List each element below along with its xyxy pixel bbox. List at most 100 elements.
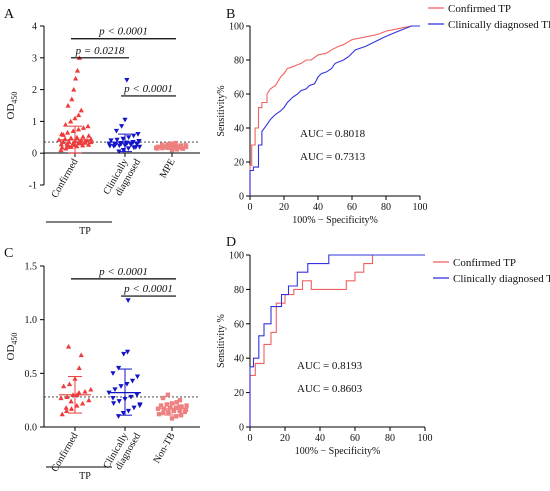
data-point — [66, 139, 72, 144]
data-point — [134, 392, 140, 398]
data-point — [82, 388, 88, 394]
data-point — [110, 395, 116, 401]
auc-label: AUC = 0.7313 — [300, 151, 366, 163]
panel-letter: D — [226, 235, 236, 250]
data-point — [63, 405, 69, 410]
data-point — [112, 142, 118, 148]
data-point — [167, 405, 173, 410]
data-point — [71, 87, 77, 92]
data-point — [128, 394, 134, 400]
data-point — [158, 403, 164, 408]
data-point — [169, 141, 175, 146]
x-tick-label: 80 — [381, 202, 391, 213]
data-point — [78, 140, 84, 146]
data-point — [65, 343, 72, 349]
y-label-sub: 450 — [10, 92, 19, 104]
data-point — [58, 395, 64, 401]
data-point — [153, 145, 159, 150]
y-axis-label: Sensitivity % — [216, 314, 227, 368]
data-point — [86, 142, 92, 147]
data-point — [68, 135, 74, 141]
data-point — [119, 124, 125, 129]
legend-label: Confirmed TP — [453, 257, 516, 269]
x-tick-label: 60 — [350, 433, 360, 444]
auc-label: AUC = 0.8018 — [300, 128, 366, 140]
data-point — [125, 408, 132, 414]
x-tick-label: 100 — [418, 433, 433, 444]
data-point — [171, 407, 177, 413]
y-tick-label: 60 — [234, 319, 244, 330]
data-point — [110, 371, 116, 376]
y-tick-label: 2 — [32, 85, 37, 96]
x-tick-label: 20 — [280, 433, 290, 444]
data-point — [111, 401, 117, 406]
panel-letter: A — [4, 7, 15, 22]
x-tick-label: 100 — [413, 202, 428, 213]
data-point — [112, 387, 118, 393]
data-point — [180, 146, 186, 151]
data-point — [124, 349, 131, 355]
data-point — [108, 138, 114, 144]
y-tick-label: 40 — [234, 354, 244, 365]
roc-curve-confirmed — [249, 25, 420, 196]
data-point — [137, 144, 143, 150]
p-value-label: p = 0.0218 — [75, 45, 125, 57]
data-point — [169, 416, 175, 421]
y-label-sub: 450 — [10, 333, 19, 345]
category-label: Confirmed — [49, 157, 80, 200]
data-point — [156, 411, 162, 417]
panel-d-roc: D 0 20 40 60 80 100 0 20 40 60 80 100 100% − Specific… — [216, 235, 550, 457]
data-point — [126, 135, 132, 140]
y-tick-label: 0 — [32, 149, 37, 160]
data-point — [59, 144, 65, 150]
data-point — [59, 411, 65, 417]
data-point — [116, 399, 122, 404]
data-point — [68, 406, 75, 411]
data-point — [136, 139, 142, 144]
data-point — [69, 96, 75, 102]
data-point — [178, 412, 184, 418]
y-tick-label: 0.0 — [25, 423, 38, 434]
data-point — [135, 132, 141, 137]
data-point — [131, 133, 137, 139]
legend-label: Clinically diagnosed TP — [448, 19, 550, 31]
data-point — [76, 112, 82, 118]
p-value-label: p < 0.0001 — [98, 266, 148, 278]
y-tick-label: 0 — [239, 423, 244, 434]
data-point — [133, 145, 139, 150]
y-tick-label: -1 — [29, 181, 37, 192]
data-point — [63, 408, 70, 413]
category-label: Clinicallydiagnosed — [101, 426, 143, 476]
roc-curve-clinical — [249, 25, 420, 196]
data-point — [129, 378, 136, 384]
data-point — [86, 397, 92, 403]
data-point — [72, 115, 78, 121]
data-point — [74, 402, 80, 408]
y-tick-label: 100 — [229, 251, 244, 262]
data-point — [137, 402, 143, 408]
y-tick-label: 100 — [229, 22, 244, 33]
data-point — [73, 75, 79, 81]
panel-b-roc: B 0 20 40 60 80 100 0 20 40 60 80 100 100% − Specific… — [216, 3, 550, 226]
data-point — [107, 143, 113, 149]
x-tick-label: 60 — [347, 202, 357, 213]
y-tick-label: 1 — [32, 117, 37, 128]
data-point — [85, 123, 91, 129]
data-point — [164, 402, 170, 407]
x-tick-label: 20 — [279, 202, 289, 213]
data-point — [68, 118, 74, 124]
y-tick-label: 60 — [234, 90, 244, 101]
data-point — [171, 143, 177, 149]
p-value-label: p < 0.0001 — [123, 283, 173, 295]
y-tick-label: 80 — [234, 285, 244, 296]
y-label-main: OD — [5, 345, 17, 361]
x-tick-label: 40 — [313, 202, 323, 213]
y-tick-label: 4 — [32, 22, 37, 33]
data-point — [65, 102, 71, 108]
data-point — [74, 67, 81, 73]
x-tick-label: 40 — [315, 433, 325, 444]
data-point — [79, 400, 86, 406]
x-axis-label: 100% − Specificity% — [295, 446, 381, 457]
y-axis-label: Sensitivity% — [216, 85, 227, 136]
